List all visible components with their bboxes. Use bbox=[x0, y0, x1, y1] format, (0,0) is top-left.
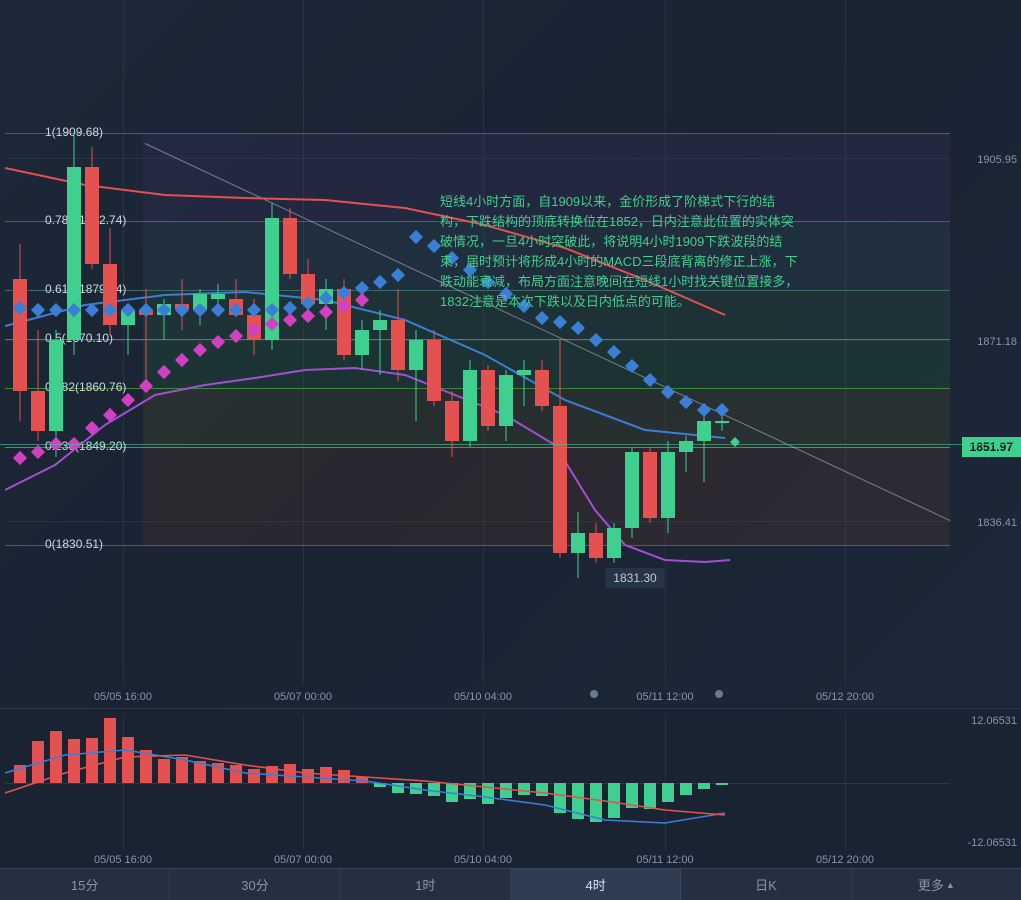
candlestick bbox=[355, 320, 369, 371]
candlestick bbox=[85, 147, 99, 269]
candlestick bbox=[607, 523, 621, 564]
timeframe-button[interactable]: 更多▲ bbox=[852, 869, 1021, 900]
fib-level-line bbox=[5, 133, 950, 134]
price-axis-tick: 1836.41 bbox=[973, 515, 1021, 531]
time-axis-label: 05/12 20:00 bbox=[816, 691, 874, 703]
macd-sub-chart[interactable]: 12.06531 -12.06531 05/05 16:00 05/07 00:00… bbox=[0, 708, 1021, 868]
analysis-annotation: 短线4小时方面，自1909以来，金价形成了阶梯式下行的结构，下跌结构的顶底转换位… bbox=[440, 192, 800, 312]
candlestick bbox=[445, 391, 459, 457]
candlestick bbox=[67, 132, 81, 355]
candlestick bbox=[499, 370, 513, 441]
candlestick bbox=[715, 416, 729, 431]
time-axis-label: 05/05 16:00 bbox=[94, 854, 152, 866]
fib-level-line bbox=[5, 545, 950, 546]
timeframe-selector: 15分30分1时4时日K更多▲ bbox=[0, 868, 1021, 900]
candlestick bbox=[535, 360, 549, 411]
candlestick bbox=[427, 330, 441, 406]
time-axis-label: 05/12 20:00 bbox=[816, 854, 874, 866]
candlestick bbox=[391, 289, 405, 380]
chevron-up-icon: ▲ bbox=[946, 880, 955, 890]
candlestick bbox=[589, 523, 603, 564]
timeframe-button[interactable]: 30分 bbox=[170, 869, 340, 900]
candlestick bbox=[697, 411, 711, 482]
macd-axis-label: -12.06531 bbox=[967, 837, 1017, 849]
price-axis-tick: 1871.18 bbox=[973, 334, 1021, 350]
candlestick bbox=[625, 447, 639, 538]
scroll-handle[interactable] bbox=[715, 690, 723, 698]
fib-level-label: 0(1830.51) bbox=[45, 537, 103, 551]
candlestick bbox=[517, 360, 531, 406]
candlestick bbox=[643, 447, 657, 523]
current-price-badge: 1851.97 bbox=[962, 437, 1021, 457]
price-plot-area: 1(1909.68)0.786(1892.74)0.618(1879.44)0.… bbox=[5, 0, 950, 685]
candlestick bbox=[571, 512, 585, 578]
scroll-handle[interactable] bbox=[590, 690, 598, 698]
time-axis-label: 05/10 04:00 bbox=[454, 854, 512, 866]
candlestick bbox=[679, 436, 693, 472]
candlestick bbox=[373, 310, 387, 376]
candlestick bbox=[409, 330, 423, 421]
time-axis-label: 05/05 16:00 bbox=[94, 691, 152, 703]
timeframe-button[interactable]: 15分 bbox=[0, 869, 170, 900]
candlestick bbox=[31, 330, 45, 442]
candlestick bbox=[463, 360, 477, 446]
time-axis-label: 05/10 04:00 bbox=[454, 691, 512, 703]
timeframe-button[interactable]: 4时 bbox=[511, 869, 681, 900]
low-price-marker: 1831.30 bbox=[605, 568, 664, 588]
candlestick bbox=[283, 208, 297, 279]
time-axis-label: 05/07 00:00 bbox=[274, 691, 332, 703]
time-axis-label: 05/11 12:00 bbox=[636, 691, 693, 703]
timeframe-button[interactable]: 1时 bbox=[341, 869, 511, 900]
price-axis-tick: 1905.95 bbox=[973, 152, 1021, 168]
timeframe-button[interactable]: 日K bbox=[681, 869, 851, 900]
fib-level-line bbox=[5, 447, 950, 448]
macd-axis-label: 12.06531 bbox=[971, 715, 1017, 727]
candlestick bbox=[481, 365, 495, 431]
time-axis-label: 05/11 12:00 bbox=[636, 854, 693, 866]
candlestick bbox=[661, 441, 675, 532]
main-price-chart[interactable]: 1(1909.68)0.786(1892.74)0.618(1879.44)0.… bbox=[0, 0, 1021, 705]
macd-plot-area bbox=[5, 715, 950, 850]
candlestick bbox=[13, 244, 27, 422]
time-axis-label: 05/07 00:00 bbox=[274, 854, 332, 866]
candlestick bbox=[103, 228, 117, 335]
candlestick bbox=[553, 340, 567, 558]
